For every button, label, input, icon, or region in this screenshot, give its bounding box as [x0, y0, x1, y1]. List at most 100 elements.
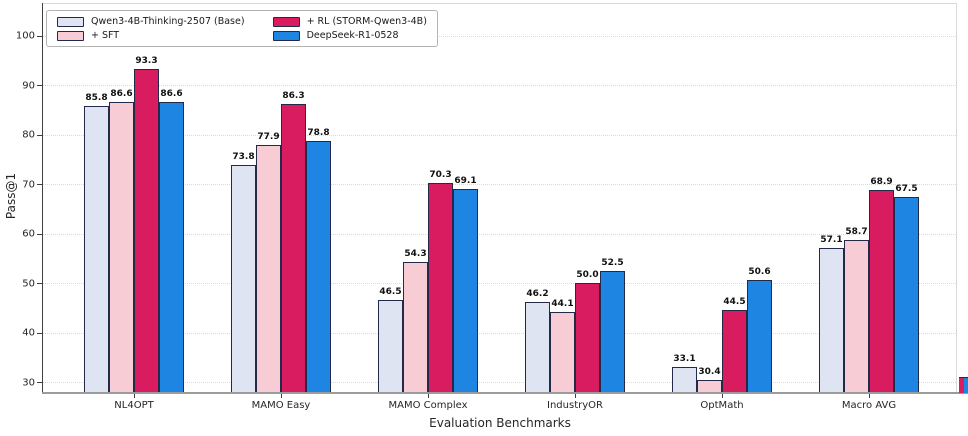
gridline-40 — [43, 332, 956, 334]
bar-optmath-series1 — [697, 380, 722, 392]
gridline-100 — [43, 35, 956, 37]
y-tick-mark — [37, 35, 42, 37]
legend-swatch-icon — [272, 30, 300, 41]
legend: Qwen3-4B-Thinking-2507 (Base) + SFT + RL (… — [46, 10, 438, 47]
bar-mamo-complex-series2 — [428, 182, 453, 392]
legend-label: DeepSeek-R1-0528 — [306, 30, 399, 41]
gridline-50 — [43, 283, 956, 285]
y-tick-mark — [37, 134, 42, 136]
bar-value-label: 46.2 — [526, 288, 549, 299]
edge-fragment-0 — [959, 377, 964, 393]
y-tick-mark — [37, 233, 42, 235]
y-tick-mark — [37, 85, 42, 87]
bar-mamo-complex-series1 — [403, 261, 428, 392]
y-tick-mark — [37, 184, 42, 186]
x-axis-line — [42, 392, 968, 394]
bar-value-label: 93.3 — [135, 56, 158, 67]
bar-optmath-series0 — [672, 366, 697, 392]
bar-mamo-easy-series0 — [231, 165, 256, 392]
x-tick-mark — [281, 394, 282, 398]
edge-fragment-1 — [963, 377, 968, 393]
bar-value-label: 85.8 — [85, 93, 108, 104]
legend-label: + SFT — [91, 30, 120, 41]
x-tick-mark — [869, 394, 870, 398]
bar-macro-avg-series0 — [819, 248, 844, 392]
x-tick-mark — [575, 394, 576, 398]
top-spine — [42, 3, 957, 4]
x-axis-title: Evaluation Benchmarks — [429, 416, 571, 430]
bar-value-label: 50.0 — [576, 270, 599, 281]
gridline-80 — [43, 134, 956, 136]
bar-nl4opt-series3 — [159, 102, 184, 392]
y-tick-label: 70 — [22, 179, 35, 191]
y-tick-label: 90 — [22, 80, 35, 92]
y-tick-label: 100 — [15, 30, 35, 42]
x-tick-mark — [722, 394, 723, 398]
bar-value-label: 70.3 — [429, 169, 452, 180]
bar-value-label: 77.9 — [257, 132, 280, 143]
legend-item-0: Qwen3-4B-Thinking-2507 (Base) — [57, 16, 245, 27]
bar-value-label: 44.5 — [723, 297, 746, 308]
bar-mamo-complex-series3 — [453, 188, 478, 392]
bar-macro-avg-series3 — [894, 196, 919, 392]
legend-label: Qwen3-4B-Thinking-2507 (Base) — [91, 16, 245, 27]
y-tick-label: 30 — [22, 377, 35, 388]
bar-industryor-series2 — [575, 283, 600, 392]
bar-value-label: 33.1 — [673, 353, 696, 364]
legend-swatch-icon — [57, 30, 84, 41]
y-tick-label: 60 — [22, 228, 35, 240]
category-label-5: Macro AVG — [841, 400, 897, 411]
y-tick-mark — [37, 283, 42, 285]
right-spine — [956, 3, 957, 393]
y-axis-title: Pass@1 — [4, 172, 18, 220]
bar-industryor-series1 — [550, 312, 575, 392]
legend-item-1: + SFT — [57, 30, 245, 41]
bar-value-label: 67.5 — [895, 183, 918, 194]
bar-nl4opt-series1 — [109, 102, 134, 392]
bar-mamo-complex-series0 — [378, 300, 403, 392]
bar-value-label: 30.4 — [698, 367, 721, 378]
bar-nl4opt-series0 — [84, 106, 109, 392]
bar-optmath-series3 — [747, 280, 772, 392]
category-label-3: IndustryOR — [547, 400, 603, 411]
legend-item-2: + RL (STORM-Qwen3-4B) — [272, 16, 427, 27]
bar-value-label: 69.1 — [454, 175, 477, 186]
bar-industryor-series0 — [525, 301, 550, 392]
category-label-1: MAMO Easy — [251, 400, 311, 411]
y-tick-label: 40 — [22, 327, 35, 339]
bar-value-label: 86.6 — [160, 89, 183, 100]
bar-value-label: 78.8 — [307, 127, 330, 138]
gridline-60 — [43, 233, 956, 235]
bar-value-label: 86.3 — [282, 90, 305, 101]
bar-value-label: 73.8 — [232, 152, 255, 163]
bar-nl4opt-series2 — [134, 69, 159, 392]
bar-value-label: 86.6 — [110, 89, 133, 100]
bar-value-label: 57.1 — [820, 235, 843, 246]
y-tick-mark — [37, 332, 42, 334]
x-tick-mark — [428, 394, 429, 398]
bar-value-label: 46.5 — [379, 287, 402, 298]
bar-value-label: 44.1 — [551, 299, 574, 310]
legend-swatch-icon — [57, 16, 84, 27]
bar-optmath-series2 — [722, 310, 747, 392]
bar-value-label: 52.5 — [601, 257, 624, 268]
gridline-30 — [43, 382, 956, 383]
bar-mamo-easy-series2 — [281, 103, 306, 392]
x-tick-mark — [134, 394, 135, 398]
bar-macro-avg-series1 — [844, 240, 869, 392]
y-tick-label: 50 — [22, 278, 35, 290]
bar-value-label: 50.6 — [748, 267, 771, 278]
bar-mamo-easy-series3 — [306, 140, 331, 392]
category-label-0: NL4OPT — [114, 400, 154, 411]
gridline-90 — [43, 85, 956, 87]
legend-item-3: DeepSeek-R1-0528 — [272, 30, 427, 41]
y-tick-mark — [37, 382, 42, 383]
bar-industryor-series3 — [600, 270, 625, 392]
legend-label: + RL (STORM-Qwen3-4B) — [306, 16, 427, 27]
category-label-2: MAMO Complex — [388, 400, 468, 411]
legend-swatch-icon — [272, 16, 300, 27]
bar-mamo-easy-series1 — [256, 145, 281, 392]
gridline-70 — [43, 184, 956, 186]
category-label-4: OptMath — [700, 400, 744, 411]
